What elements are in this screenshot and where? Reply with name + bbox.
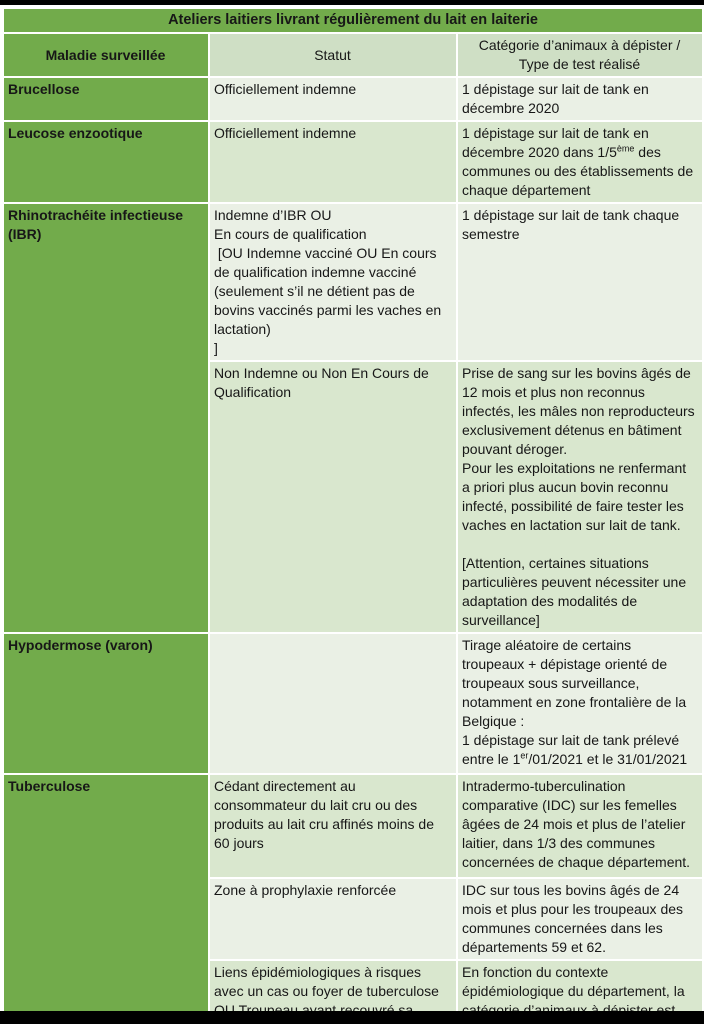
statut-cell: Officiellement indemne	[208, 120, 458, 204]
cell-paragraph: Officiellement indemne	[214, 81, 357, 97]
column-header-maladie: Maladie surveillée	[2, 32, 210, 78]
cell-paragraph: 1 dépistage sur lait de tank en décembre…	[462, 81, 653, 116]
bottom-black-bar	[0, 1011, 704, 1024]
disease-cell: Rhinotrachéite infectieuse (IBR)	[2, 202, 210, 634]
disease-label: Brucellose	[8, 81, 80, 97]
superscript-text: er	[520, 750, 529, 761]
cell-paragraph: Tirage aléatoire de certains troupeaux +…	[462, 637, 691, 729]
cell-paragraph: 1 dépistage sur lait de tank prélevé ent…	[462, 732, 688, 767]
cell-paragraph: Zone à prophylaxie renforcée	[214, 882, 397, 898]
disease-cell: Leucose enzootique	[2, 120, 210, 204]
table-row: Rhinotrachéite infectieuse (IBR) Indemne …	[2, 202, 704, 634]
test-cell: Intradermo-tuberculination comparative (…	[455, 773, 704, 879]
cell-paragraph: Cédant directement au consommateur du la…	[214, 778, 438, 851]
statut-cell	[208, 632, 458, 775]
top-black-bar	[0, 0, 704, 5]
table-title-row: Ateliers laitiers livrant régulièrement …	[1, 7, 704, 34]
test-cell: 1 dépistage sur lait de tank en décembre…	[455, 76, 704, 122]
cell-paragraph: IDC sur tous les bovins âgés de 24 mois …	[462, 882, 687, 955]
disease-label: Tuberculose	[8, 778, 91, 794]
cell-paragraph: [OU Indemne vacciné OU En cours de quali…	[214, 245, 446, 337]
disease-cell: Brucellose	[2, 76, 210, 122]
test-cell: Prise de sang sur les bovins âgés de 12 …	[455, 360, 704, 634]
column-header-categorie: Catégorie d’animaux à dépister / Type de…	[455, 32, 704, 78]
test-cell: Tirage aléatoire de certains troupeaux +…	[455, 632, 704, 775]
cell-paragraph	[462, 535, 697, 554]
cell-paragraph: 1 dépistage sur lait de tank chaque seme…	[462, 207, 684, 242]
test-cell: 1 dépistage sur lait de tank en décembre…	[455, 120, 704, 204]
cell-paragraph: 1 dépistage sur lait de tank en décembre…	[462, 125, 698, 198]
table-row: Zone à prophylaxie renforcée IDC sur tous…	[3, 877, 704, 961]
cell-paragraph: Non Indemne ou Non En Cours de Qualifica…	[214, 365, 433, 400]
test-cell: 1 dépistage sur lait de tank chaque seme…	[455, 202, 704, 362]
table-row: Brucellose Officiellement indemne 1 dépist…	[2, 76, 704, 122]
disease-cell: Hypodermose (varon)	[2, 632, 210, 775]
column-header-statut: Statut	[208, 32, 458, 78]
cell-paragraph: ]	[214, 340, 218, 356]
cell-paragraph: Indemne d’IBR OU	[214, 207, 332, 223]
statut-cell: Indemne d’IBR OU En cours de qualificatio…	[208, 202, 458, 362]
cell-paragraph: Officiellement indemne	[214, 125, 357, 141]
disease-label: Rhinotrachéite infectieuse (IBR)	[8, 207, 187, 242]
table-body: Brucellose Officiellement indemne 1 dépist…	[2, 76, 704, 1024]
statut-cell: Officiellement indemne	[208, 76, 458, 122]
cell-paragraph: [Attention, certaines situations particu…	[462, 555, 691, 628]
cell-paragraph: En cours de qualification	[214, 226, 367, 242]
table-row: Leucose enzootique Officiellement indemne…	[2, 120, 704, 204]
table-row: Tuberculose Cédant directement au consomm…	[2, 773, 704, 1024]
cell-paragraph: Intradermo-tuberculination comparative (…	[462, 778, 691, 870]
superscript-text: ème	[616, 143, 635, 154]
surveillance-table: Ateliers laitiers livrant régulièrement …	[1, 7, 704, 1024]
statut-cell: Non Indemne ou Non En Cours de Qualifica…	[208, 360, 458, 634]
disease-label: Leucose enzootique	[8, 125, 143, 141]
cell-paragraph: Prise de sang sur les bovins âgés de 12 …	[462, 365, 699, 457]
statut-cell: Cédant directement au consommateur du la…	[208, 773, 458, 879]
test-cell: IDC sur tous les bovins âgés de 24 mois …	[455, 877, 704, 961]
statut-cell: Zone à prophylaxie renforcée	[208, 877, 458, 961]
table-title: Ateliers laitiers livrant régulièrement …	[1, 7, 704, 34]
table-header-row: Maladie surveillée Statut Catégorie d’an…	[2, 32, 704, 78]
cell-paragraph: Pour les exploitations ne renfermant a p…	[462, 460, 691, 533]
table-row: Hypodermose (varon) Tirage aléatoire de c…	[2, 632, 704, 775]
disease-cell: Tuberculose	[2, 773, 210, 1024]
disease-label: Hypodermose (varon)	[8, 637, 153, 653]
table-row: Non Indemne ou Non En Cours de Qualifica…	[3, 360, 704, 634]
